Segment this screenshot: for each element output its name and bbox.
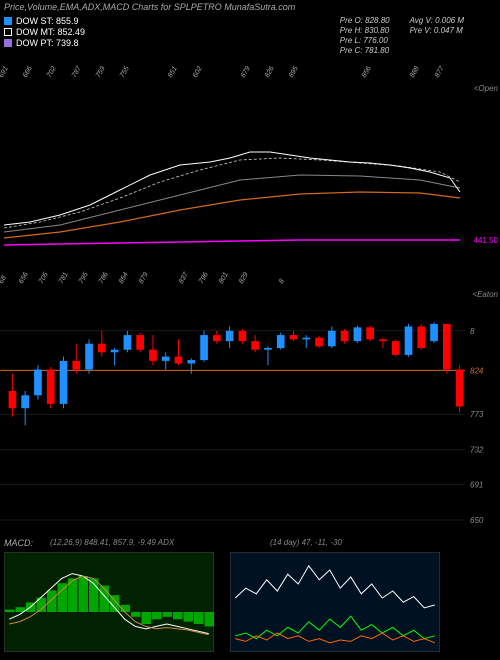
svg-text:732: 732 — [470, 445, 484, 454]
macd-label: MACD: — [4, 538, 33, 548]
adx-chart — [230, 552, 440, 652]
ema-chart — [0, 140, 500, 250]
svg-text:8: 8 — [470, 327, 475, 336]
ohlc-col2: Avg V: 0.006 MPre V: 0.047 M — [410, 16, 464, 56]
ohlc-col1: Pre O: 828.80Pre H: 830.80Pre L: 776.00P… — [340, 16, 390, 56]
ohlc-summary: Pre O: 828.80Pre H: 830.80Pre L: 776.00P… — [340, 16, 464, 56]
legend-item: DOW PT: 739.8 — [4, 38, 85, 48]
upper-x-axis: 6916667027877597558516028798268958568888… — [4, 72, 464, 79]
eaton-tag: <Eaton — [472, 290, 498, 299]
legend: DOW ST: 855.9DOW MT: 852.49DOW PT: 739.8 — [4, 16, 85, 49]
candlestick-chart: 8 824 773 732 691 650 — [0, 300, 500, 530]
legend-swatch — [4, 28, 12, 36]
legend-label: DOW PT: 739.8 — [16, 38, 79, 48]
svg-text:650: 650 — [470, 516, 484, 525]
legend-item: DOW MT: 852.49 — [4, 27, 85, 37]
ema-price-label: 441.50 — [474, 236, 498, 245]
legend-swatch — [4, 17, 12, 25]
svg-text:773: 773 — [470, 410, 484, 419]
svg-text:691: 691 — [470, 481, 483, 490]
legend-label: DOW MT: 852.49 — [16, 27, 85, 37]
legend-label: DOW ST: 855.9 — [16, 16, 79, 26]
legend-item: DOW ST: 855.9 — [4, 16, 85, 26]
macd-chart — [4, 552, 214, 652]
stock-chart-container: Price,Volume,EMA,ADX,MACD Charts for SPL… — [0, 0, 500, 660]
macd-params: (12,26,9) 848.41, 857.9, -9.49 ADX — [50, 538, 174, 547]
lower-x-axis: 686567057817957868548798377968018298 — [4, 278, 464, 285]
legend-swatch — [4, 39, 12, 47]
chart-title: Price,Volume,EMA,ADX,MACD Charts for SPL… — [4, 2, 295, 12]
open-tag: <Open — [474, 84, 498, 93]
adx-params: (14 day) 47, -11, -30 — [270, 538, 342, 547]
svg-text:824: 824 — [470, 366, 484, 375]
